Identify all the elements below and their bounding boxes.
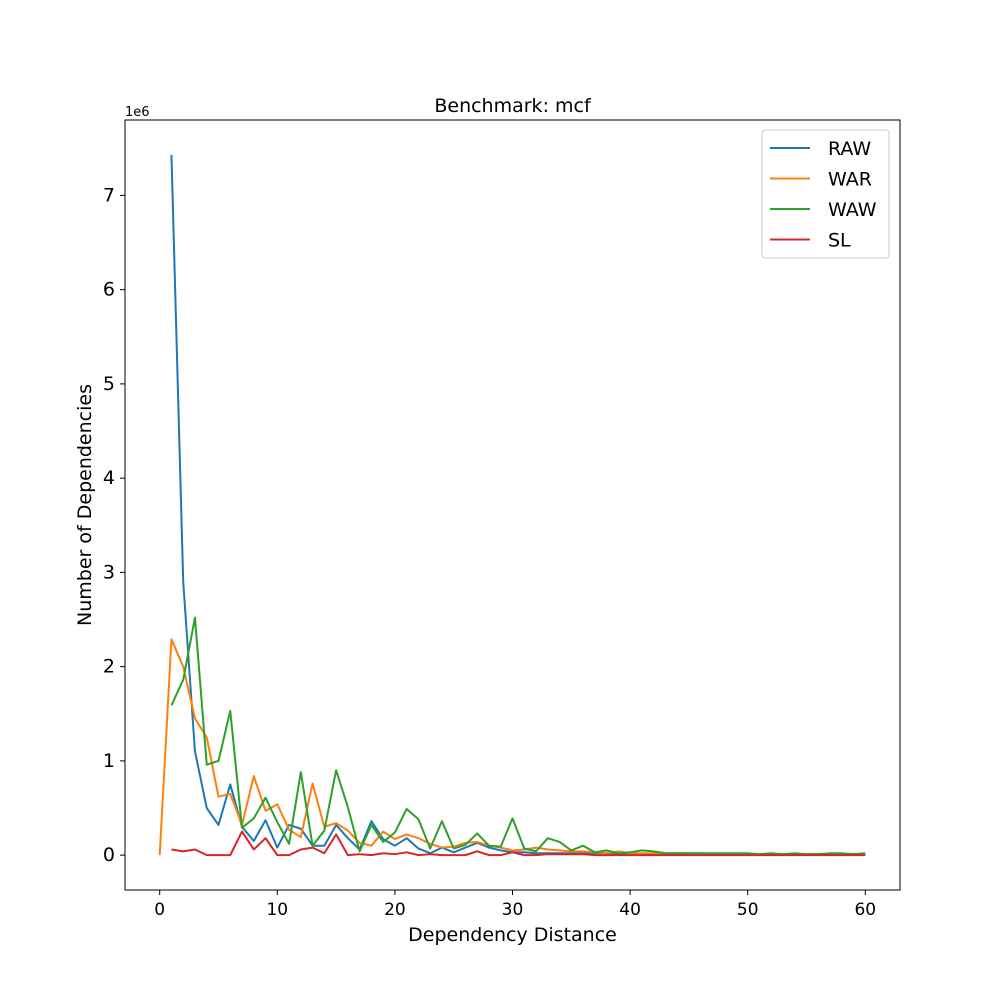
x-tick-label: 20 <box>384 900 406 920</box>
chart-title: Benchmark: mcf <box>434 95 592 117</box>
y-axis-label: Number of Dependencies <box>74 384 96 626</box>
x-tick-label: 10 <box>266 900 288 920</box>
y-tick-label: 6 <box>103 279 115 301</box>
x-axis-label: Dependency Distance <box>408 924 617 946</box>
x-tick-label: 50 <box>737 900 759 920</box>
y-axis-multiplier: 1e6 <box>125 105 150 120</box>
series-line-sl <box>171 830 866 857</box>
y-axis: 0 1 2 3 4 5 6 7 <box>103 184 125 866</box>
y-tick-label: 4 <box>103 467 115 489</box>
y-tick-label: 1 <box>103 750 115 772</box>
x-tick-label: 0 <box>154 900 165 920</box>
x-tick-label: 60 <box>854 900 876 920</box>
plot-area-frame <box>124 119 901 891</box>
series-line-raw <box>170 154 866 856</box>
legend-label-raw: RAW <box>828 138 871 160</box>
y-tick-label: 3 <box>103 561 115 583</box>
plot-series <box>158 154 866 857</box>
legend: RAW WAR WAW SL <box>761 129 890 259</box>
legend-frame <box>761 129 890 259</box>
x-tick-label: 30 <box>502 900 524 920</box>
series-line-waw <box>170 616 866 856</box>
legend-label-waw: WAW <box>828 199 877 221</box>
legend-label-war: WAR <box>828 169 872 191</box>
y-tick-label: 7 <box>103 184 115 206</box>
legend-label-sl: SL <box>828 230 851 252</box>
x-axis: 0 10 20 30 40 50 60 <box>154 890 876 920</box>
y-tick-label: 2 <box>103 656 115 678</box>
y-tick-label: 5 <box>103 373 115 395</box>
x-tick-label: 40 <box>619 900 641 920</box>
y-tick-label: 0 <box>103 844 115 866</box>
